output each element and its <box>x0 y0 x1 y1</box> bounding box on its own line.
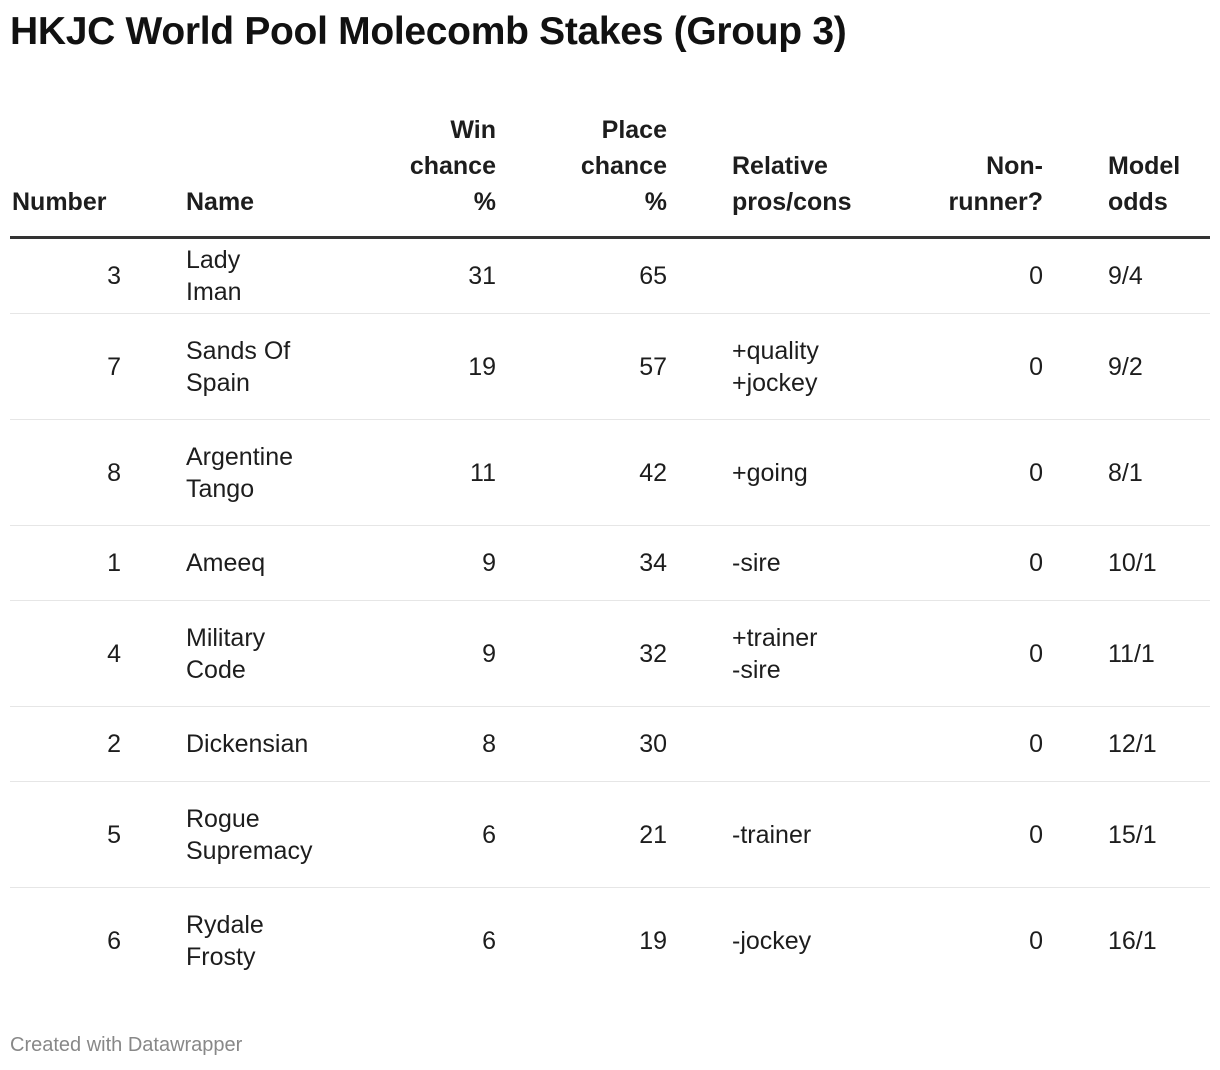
table-title: HKJC World Pool Molecomb Stakes (Group 3… <box>10 10 847 53</box>
cell-model-odds: 16/1 <box>1108 926 1157 955</box>
cell-pros-cons <box>697 706 888 782</box>
cell-name: Ameeq <box>151 525 336 601</box>
cell-win-chance: 6 <box>482 926 496 955</box>
table-row: 4 Military Code 9 32 +trainer -sire 0 11/1 <box>10 600 1210 707</box>
col-pros-cons[interactable]: Relative pros/cons <box>697 112 888 239</box>
cell-non-runner: 0 <box>888 313 1073 420</box>
cell-name: Rogue Supremacy <box>151 781 336 888</box>
cell-win-chance: 31 <box>336 237 526 314</box>
footer-credit: Created with Datawrapper <box>10 1034 243 1056</box>
cell-win-chance: 9 <box>336 525 526 601</box>
cell-model-odds: 10/1 <box>1073 525 1210 601</box>
cell-pros-cons: +quality +jockey <box>697 313 888 420</box>
cell-number: 5 <box>10 781 151 888</box>
cell-win-chance: 11 <box>336 419 526 526</box>
cell-non-runner: 0 <box>888 525 1073 601</box>
cell-place-chance: 42 <box>526 419 697 526</box>
table-row: 6 Rydale Frosty 6 19 -jockey 0 16/1 <box>10 888 1210 994</box>
table-row: 8 Argentine Tango 11 42 +going 0 8/1 <box>10 419 1210 526</box>
cell-name: Rydale Frosty <box>186 910 264 971</box>
cell-place-chance: 34 <box>526 525 697 601</box>
table-row: 3 Lady Iman 31 65 0 9/4 <box>10 237 1210 314</box>
cell-non-runner: 0 <box>888 600 1073 707</box>
cell-place-chance: 30 <box>526 706 697 782</box>
cell-non-runner: 0 <box>1029 926 1043 955</box>
table-row: 1 Ameeq 9 34 -sire 0 10/1 <box>10 525 1210 601</box>
cell-pros-cons: +going <box>697 419 888 526</box>
cell-win-chance: 8 <box>336 706 526 782</box>
col-win-chance[interactable]: Win chance % <box>336 112 526 239</box>
cell-non-runner: 0 <box>888 419 1073 526</box>
cell-pros-cons: +trainer -sire <box>697 600 888 707</box>
cell-non-runner: 0 <box>888 706 1073 782</box>
cell-name: Military Code <box>151 600 336 707</box>
cell-name: Dickensian <box>151 706 336 782</box>
cell-pros-cons: -jockey <box>732 926 812 955</box>
cell-win-chance: 6 <box>336 781 526 888</box>
cell-model-odds: 11/1 <box>1073 600 1210 707</box>
cell-non-runner: 0 <box>888 237 1073 314</box>
cell-number: 1 <box>10 525 151 601</box>
col-place-chance[interactable]: Place chance % <box>526 112 697 239</box>
cell-name: Lady Iman <box>151 237 336 314</box>
cell-pros-cons: -sire <box>697 525 888 601</box>
col-model-odds[interactable]: Model odds <box>1073 112 1210 239</box>
cell-number: 3 <box>10 237 151 314</box>
col-name[interactable]: Name <box>151 112 336 239</box>
cell-model-odds: 9/2 <box>1073 313 1210 420</box>
race-table: Number Name Win chance % Place chance % … <box>10 112 1210 993</box>
header-row: Number Name Win chance % Place chance % … <box>10 112 1210 239</box>
cell-number: 8 <box>10 419 151 526</box>
cell-number: 2 <box>10 706 151 782</box>
cell-pros-cons <box>697 237 888 314</box>
cell-number: 7 <box>10 313 151 420</box>
col-non-runner[interactable]: Non-runner? <box>888 112 1073 239</box>
cell-pros-cons: -trainer <box>697 781 888 888</box>
table-row: 7 Sands Of Spain 19 57 +quality +jockey 0 9/2 <box>10 313 1210 420</box>
cell-place-chance: 21 <box>526 781 697 888</box>
cell-place-chance: 65 <box>526 237 697 314</box>
cell-win-chance: 9 <box>336 600 526 707</box>
cell-win-chance: 19 <box>336 313 526 420</box>
cell-model-odds: 12/1 <box>1073 706 1210 782</box>
col-number[interactable]: Number <box>10 112 151 239</box>
cell-non-runner: 0 <box>888 781 1073 888</box>
cell-name: Sands Of Spain <box>151 313 336 420</box>
cell-place-chance: 19 <box>639 926 667 955</box>
table-row: 5 Rogue Supremacy 6 21 -trainer 0 15/1 <box>10 781 1210 888</box>
cell-place-chance: 57 <box>526 313 697 420</box>
cell-name: Argentine Tango <box>151 419 336 526</box>
cell-model-odds: 9/4 <box>1073 237 1210 314</box>
cell-number: 4 <box>10 600 151 707</box>
cell-place-chance: 32 <box>526 600 697 707</box>
cell-model-odds: 15/1 <box>1073 781 1210 888</box>
cell-model-odds: 8/1 <box>1073 419 1210 526</box>
cell-number: 6 <box>107 926 121 955</box>
table-row: 2 Dickensian 8 30 0 12/1 <box>10 706 1210 782</box>
